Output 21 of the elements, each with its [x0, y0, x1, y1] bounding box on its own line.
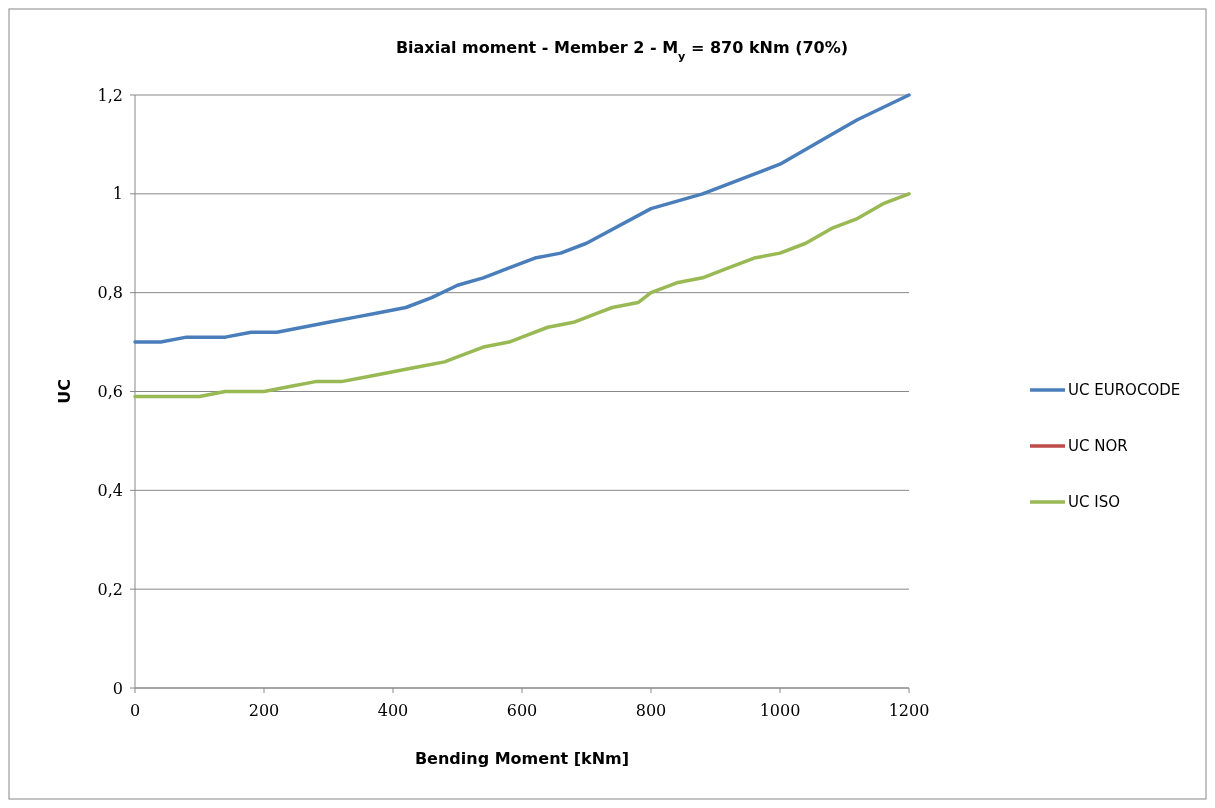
y-tick-label: 1	[112, 184, 123, 204]
x-tick-label: 200	[248, 701, 280, 720]
y-tick-label: 1,2	[97, 85, 123, 105]
x-tick-label: 400	[377, 701, 409, 720]
x-tick-label: 0	[129, 701, 141, 720]
legend-label: UC NOR	[1068, 437, 1128, 456]
x-tick-label: 1200	[888, 701, 930, 720]
legend-label: UC ISO	[1068, 493, 1120, 512]
y-tick-label: 0	[112, 678, 123, 698]
x-tick-label: 600	[506, 701, 538, 720]
y-tick-label: 0,4	[97, 480, 123, 500]
y-axis-title: UC	[55, 379, 74, 404]
y-tick-label: 0,6	[97, 382, 123, 402]
chart-title: Biaxial moment - Member 2 - M$_{y}$ = 870 kNm (70%)	[395, 38, 849, 63]
line-series	[133, 192, 911, 399]
y-tick-label: 0,8	[97, 283, 123, 303]
x-tick-label: 800	[635, 701, 667, 720]
x-tick-label: 1000	[759, 701, 801, 720]
legend-label: UC EUROCODE	[1068, 381, 1181, 400]
y-tick-label: 0,2	[97, 579, 123, 599]
x-axis-title: Bending Moment [kNm]	[414, 749, 630, 768]
